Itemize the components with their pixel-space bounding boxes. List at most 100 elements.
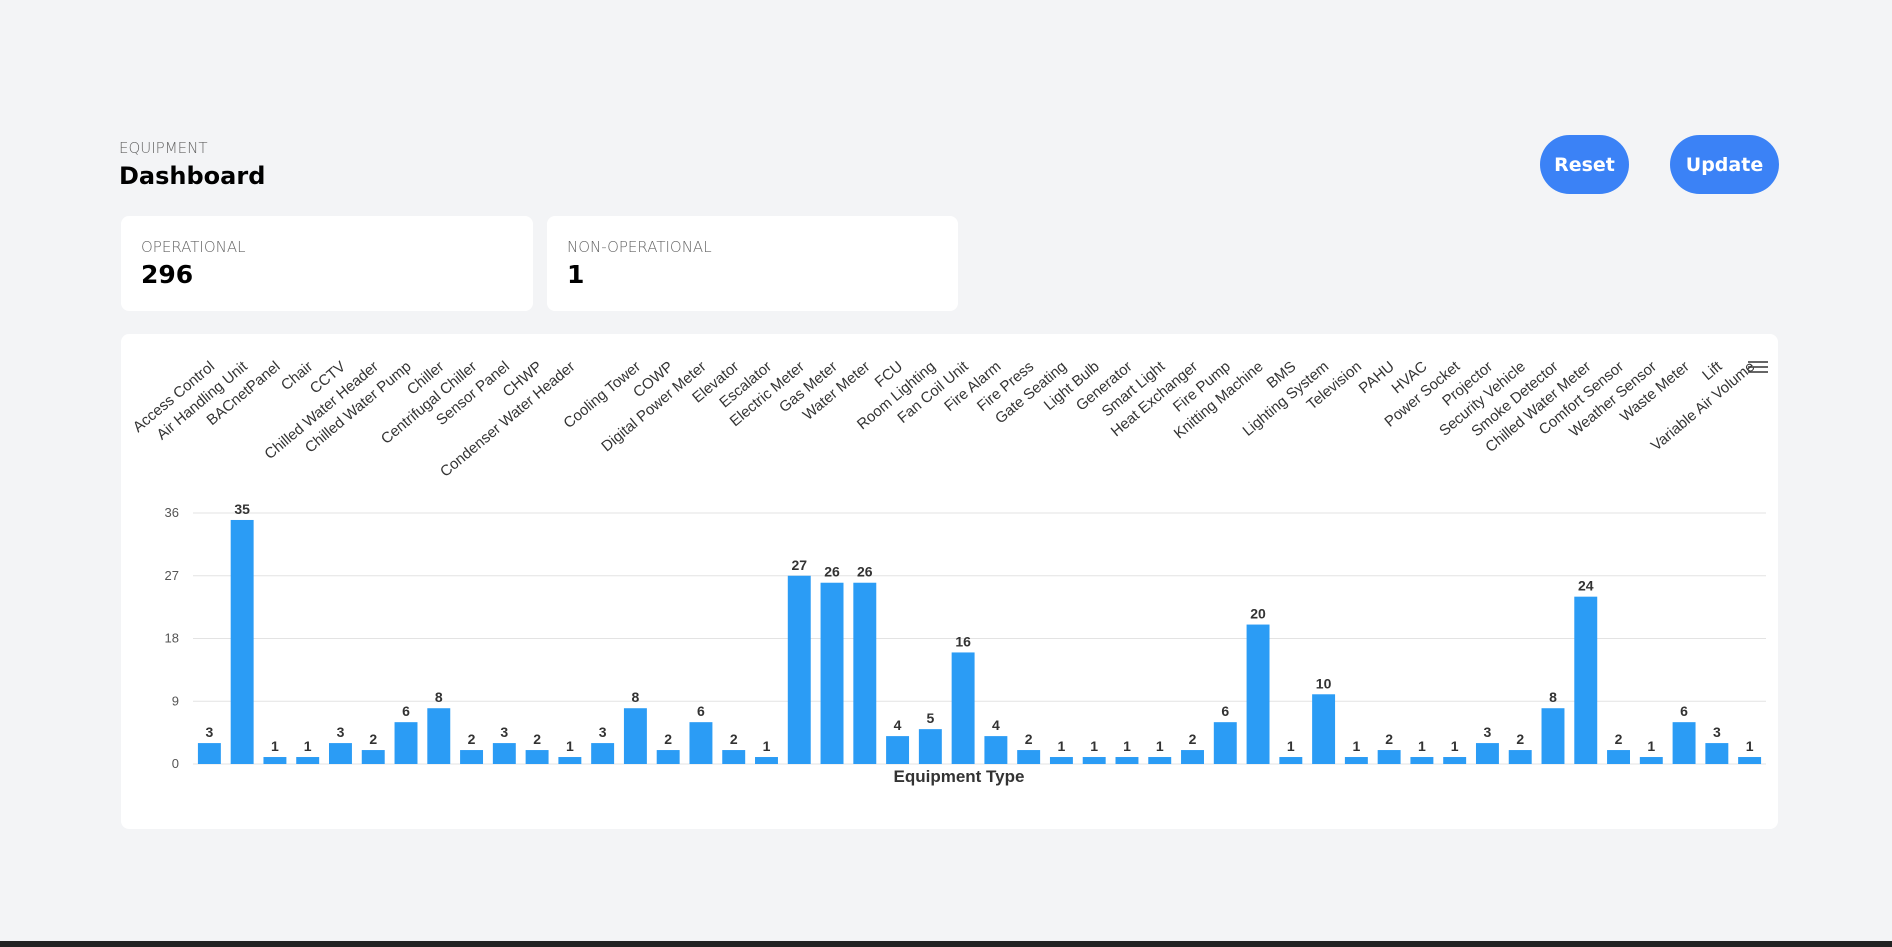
bar <box>984 736 1008 764</box>
bar <box>853 582 877 764</box>
data-label: 3 <box>205 724 213 740</box>
bar <box>296 757 320 764</box>
bar <box>1279 757 1303 764</box>
bar <box>1639 757 1663 764</box>
data-label: 8 <box>1549 689 1557 705</box>
data-label: 5 <box>926 710 934 726</box>
stat-value: 296 <box>141 260 194 289</box>
y-tick-label: 0 <box>172 756 179 771</box>
y-tick-label: 18 <box>165 631 179 646</box>
data-label: 10 <box>1316 675 1332 691</box>
data-label: 3 <box>1713 724 1721 740</box>
taskbar <box>0 941 1892 947</box>
x-axis-title: Equipment Type <box>894 767 1025 786</box>
bar <box>623 708 647 764</box>
bar <box>689 722 713 764</box>
data-label: 1 <box>1090 738 1098 754</box>
bar <box>1541 708 1565 764</box>
data-label: 2 <box>369 731 377 747</box>
bar <box>1705 743 1729 764</box>
bar <box>328 743 352 764</box>
data-label: 3 <box>599 724 607 740</box>
data-label: 8 <box>632 689 640 705</box>
bar <box>230 519 254 764</box>
data-label: 26 <box>857 564 873 580</box>
data-label: 1 <box>1647 738 1655 754</box>
data-label: 1 <box>1746 738 1754 754</box>
bar <box>1148 757 1172 764</box>
data-label: 1 <box>304 738 312 754</box>
data-label: 2 <box>1385 731 1393 747</box>
data-label: 6 <box>1680 703 1688 719</box>
data-label: 6 <box>1221 703 1229 719</box>
bar <box>1672 722 1696 764</box>
data-label: 2 <box>1516 731 1524 747</box>
bar <box>1738 757 1762 764</box>
bar <box>263 757 287 764</box>
bar <box>1410 757 1434 764</box>
bar <box>722 750 746 764</box>
x-tick-label: PAHU <box>1356 358 1398 397</box>
bar <box>656 750 680 764</box>
data-label: 1 <box>1287 738 1295 754</box>
bar <box>1049 757 1073 764</box>
bar <box>1115 757 1139 764</box>
data-label: 2 <box>664 731 672 747</box>
data-label: 2 <box>730 731 738 747</box>
bar <box>1246 624 1270 764</box>
data-label: 4 <box>894 717 902 733</box>
data-label: 1 <box>1451 738 1459 754</box>
bar <box>755 757 778 764</box>
bar <box>460 750 484 764</box>
bar <box>1017 750 1041 764</box>
reset-button[interactable]: Reset <box>1540 135 1629 194</box>
data-label: 1 <box>763 738 771 754</box>
page-title: Dashboard <box>119 162 266 190</box>
bar <box>1082 757 1106 764</box>
bar <box>951 652 975 764</box>
bar <box>394 722 418 764</box>
bar <box>1443 757 1467 764</box>
data-label: 3 <box>337 724 345 740</box>
bar <box>1181 750 1204 764</box>
stat-label: NON-OPERATIONAL <box>567 238 712 256</box>
chart-card: Equipment Type 0 9 18 27 36 Access Control 3 Ai… <box>121 334 1778 829</box>
y-tick-label: 36 <box>165 505 179 520</box>
stat-card: OPERATIONAL 296 <box>121 216 533 311</box>
data-label: 1 <box>566 738 574 754</box>
bar <box>918 729 942 764</box>
data-label: 1 <box>1058 738 1066 754</box>
data-label: 3 <box>500 724 508 740</box>
data-label: 1 <box>1352 738 1360 754</box>
y-tick-label: 27 <box>165 568 179 583</box>
data-label: 27 <box>791 557 807 573</box>
bar <box>1475 743 1499 764</box>
data-label: 35 <box>234 501 250 517</box>
data-label: 1 <box>1123 738 1131 754</box>
data-label: 20 <box>1250 606 1266 622</box>
data-label: 4 <box>992 717 1000 733</box>
bar <box>886 736 910 764</box>
data-label: 2 <box>1615 731 1623 747</box>
stat-value: 1 <box>567 260 585 289</box>
bar <box>1508 750 1532 764</box>
stat-label: OPERATIONAL <box>141 238 246 256</box>
data-label: 26 <box>824 564 840 580</box>
data-label: 3 <box>1484 724 1492 740</box>
data-label: 8 <box>435 689 443 705</box>
update-button[interactable]: Update <box>1670 135 1779 194</box>
bar <box>787 575 811 764</box>
menu-icon[interactable] <box>1748 361 1768 373</box>
data-label: 6 <box>402 703 410 719</box>
bar <box>558 757 582 764</box>
bar <box>525 750 549 764</box>
y-tick-label: 9 <box>172 693 179 708</box>
bar <box>1344 757 1368 764</box>
data-label: 1 <box>1156 738 1164 754</box>
bar <box>1377 750 1401 764</box>
bar <box>1607 750 1631 764</box>
data-label: 6 <box>697 703 705 719</box>
data-label: 24 <box>1578 578 1594 594</box>
